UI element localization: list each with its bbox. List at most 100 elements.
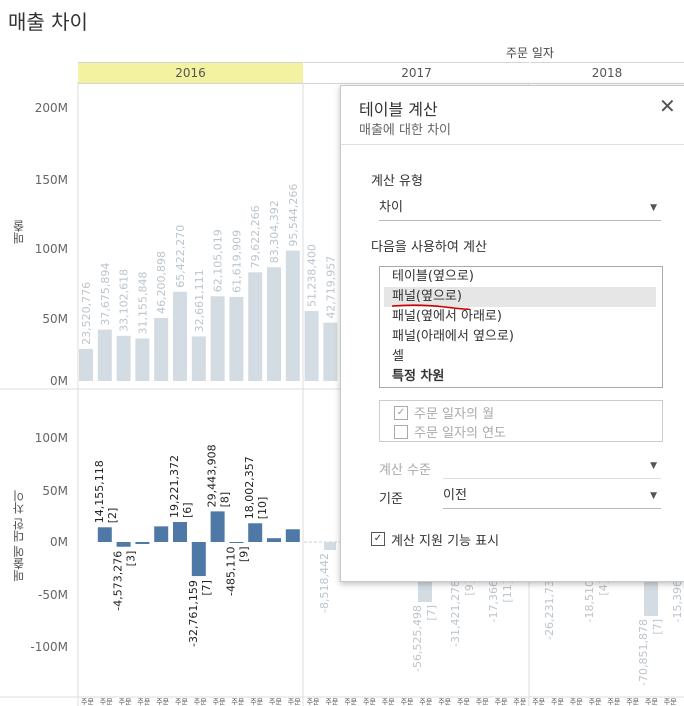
diff-bar xyxy=(267,538,281,542)
sales-bar-label: 31,155,848 xyxy=(136,271,149,334)
x-tick-label: 주문 xyxy=(213,698,226,706)
level-label: 계산 수준 xyxy=(379,463,431,478)
dim-year-checkbox[interactable] xyxy=(394,425,408,439)
level-dropdown[interactable]: ▼ xyxy=(443,454,661,479)
calc-type-value: 차이 xyxy=(379,200,403,215)
sales-bar-label: 61,619,909 xyxy=(230,230,243,293)
x-tick-label: 주문 xyxy=(231,698,244,706)
x-tick-label: 주문 xyxy=(156,698,169,706)
diff-index-label: [8] xyxy=(219,492,232,508)
faded-diff-bar xyxy=(644,580,658,616)
x-tick-label: 주문 xyxy=(119,698,132,706)
diff-bar xyxy=(97,527,112,542)
dialog-divider xyxy=(341,144,684,145)
x-tick-label: 주문 xyxy=(589,698,602,706)
relative-to-dropdown[interactable]: 이전 ▼ xyxy=(443,484,661,509)
dialog-title: 테이블 계산 xyxy=(359,100,438,119)
year-header-2016[interactable]: 2016 xyxy=(78,62,303,84)
calc-type-dropdown[interactable]: 차이 ▼ xyxy=(379,196,661,221)
option-pane-across-down[interactable]: 패널(옆에서 아래로) xyxy=(392,309,502,324)
sales-bar-label: 33,102,618 xyxy=(118,269,131,332)
diff-bar xyxy=(173,522,187,542)
diff-bar xyxy=(248,523,263,542)
table-calc-dialog: 테이블 계산 매출에 대한 차이 ✕ 계산 유형 차이 ▼ 다음을 사용하여 계… xyxy=(340,85,684,582)
sales-bar xyxy=(248,272,263,381)
sales-bar xyxy=(116,335,131,381)
option-table-across[interactable]: 테이블(옆으로) xyxy=(392,269,474,284)
diff-index-label: [3] xyxy=(125,551,138,567)
option-specific-dimensions[interactable]: 특정 차원 xyxy=(392,369,445,384)
upper-axis-tick: 100M xyxy=(34,242,68,256)
sales-bar xyxy=(229,296,244,381)
x-tick-label: 주문 xyxy=(476,698,489,706)
faded-diff-index: [7] xyxy=(651,619,664,635)
diff-bar-label: 29,443,908 xyxy=(206,444,219,507)
faded-diff-label: -70,851,878 xyxy=(637,619,650,686)
faded-diff-label: -15,396 xyxy=(671,580,684,622)
sales-bar xyxy=(304,311,319,381)
show-assist-label: 계산 지원 기능 표시 xyxy=(391,534,500,549)
dimension-checklist: ✓ 주문 일자의 월 주문 일자의 연도 xyxy=(379,400,663,442)
diff-bar xyxy=(210,511,225,542)
diff-bar-label: 19,221,372 xyxy=(168,455,181,518)
sheet-title: 매출 차이 xyxy=(8,10,88,34)
close-icon[interactable]: ✕ xyxy=(659,94,676,118)
x-tick-label: 주문 xyxy=(607,698,620,706)
faded-diff-label: -31,421,278 xyxy=(449,580,462,647)
chevron-down-icon: ▼ xyxy=(650,491,657,501)
sales-bar-label: 46,200,898 xyxy=(155,251,168,314)
option-cell[interactable]: 셀 xyxy=(392,349,404,364)
faded-diff-index: [7] xyxy=(425,605,438,621)
lower-axis-tick: -50M xyxy=(38,588,68,602)
sales-bar-label: 42,719,957 xyxy=(324,256,337,319)
dim-year-label: 주문 일자의 연도 xyxy=(414,426,506,441)
dialog-subtitle: 매출에 대한 차이 xyxy=(359,123,451,138)
sales-bar xyxy=(191,336,206,381)
lower-axis-tick: 50M xyxy=(42,484,68,498)
column-field-header[interactable]: 주문 일자 xyxy=(506,46,554,60)
x-tick-label: 주문 xyxy=(100,698,113,706)
year-header-2018[interactable]: 2018 xyxy=(530,62,684,84)
sales-bar xyxy=(323,322,338,381)
year-header-2017[interactable]: 2017 xyxy=(304,62,529,84)
diff-index-label: [7] xyxy=(200,580,213,596)
x-tick-label: 주문 xyxy=(532,698,545,706)
sales-bar-label: 32,661,111 xyxy=(193,269,206,332)
faded-diff-label: -56,525,498 xyxy=(411,605,424,672)
faded-diff-bar xyxy=(418,580,432,602)
chevron-down-icon: ▼ xyxy=(650,461,657,471)
sales-bar-label: 79,622,266 xyxy=(249,205,262,268)
check-icon[interactable]: ✓ xyxy=(394,406,408,420)
show-assist-checkbox[interactable]: ✓ xyxy=(371,532,385,546)
chevron-down-icon: ▼ xyxy=(650,203,657,213)
option-pane-down-across[interactable]: 패널(아래에서 옆으로) xyxy=(392,329,514,344)
faded-diff-bar xyxy=(324,542,336,550)
compute-using-label: 다음을 사용하여 계산 xyxy=(371,240,487,255)
diff-bar xyxy=(116,542,131,547)
x-tick-label: 주문 xyxy=(457,698,470,706)
lower-axis-tick: -100M xyxy=(30,640,68,654)
sales-bar-label: 62,105,019 xyxy=(212,229,225,292)
diff-bar-label: 14,155,118 xyxy=(93,460,106,523)
diff-bar xyxy=(229,542,244,543)
x-tick-label: 주문 xyxy=(269,698,282,706)
x-tick-label: 주문 xyxy=(645,698,658,706)
faded-diff-label: -26,231,73 xyxy=(543,580,556,640)
x-tick-label: 주문 xyxy=(250,698,263,706)
diff-bar-label: -32,761,159 xyxy=(187,580,200,647)
faded-diff-label: -17,366 xyxy=(487,580,500,622)
compute-using-list[interactable]: 테이블(옆으로) 패널(옆으로) 패널(옆에서 아래로) 패널(아래에서 옆으로… xyxy=(379,266,663,388)
x-tick-label: 주문 xyxy=(570,698,583,706)
sales-bar xyxy=(210,296,225,381)
faded-diff-label: -18,510 xyxy=(583,580,596,622)
diff-bar-label: -485,110 xyxy=(224,547,237,596)
option-pane-across[interactable]: 패널(옆으로) xyxy=(384,287,656,307)
upper-axis-tick: 0M xyxy=(50,374,68,388)
x-tick-label: 주문 xyxy=(495,698,508,706)
sales-bar xyxy=(154,317,169,381)
sales-bar-label: 65,422,270 xyxy=(174,225,187,288)
sales-bar-label: 95,544,266 xyxy=(287,184,300,247)
x-tick-label: 주문 xyxy=(382,698,395,706)
x-tick-label: 주문 xyxy=(401,698,414,706)
